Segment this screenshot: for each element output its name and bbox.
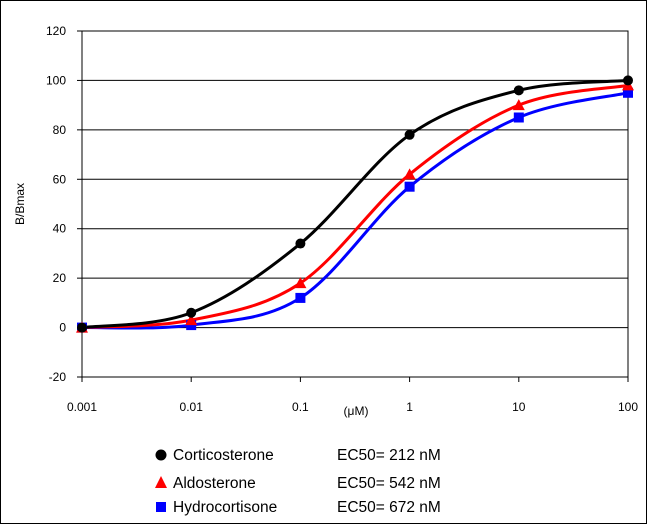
series-line: [81, 91, 629, 330]
y-tick-label: 0: [59, 321, 66, 335]
legend-marker: [155, 476, 167, 488]
data-point: [623, 87, 633, 98]
legend-marker: [156, 502, 166, 512]
legend-label: Hydrocortisone: [173, 499, 277, 516]
data-point: [295, 292, 306, 303]
y-tick-label: -20: [49, 370, 67, 384]
data-point: [403, 168, 416, 180]
legend-ec50: EC50= 542 nM: [337, 475, 441, 492]
x-tick-label: 0.1: [292, 400, 309, 414]
x-tick-label: 100: [618, 400, 638, 414]
y-tick-label: 40: [53, 222, 67, 236]
legend-label: Aldosterone: [173, 475, 256, 492]
legend-ec50: EC50= 672 nM: [337, 499, 441, 516]
data-point: [513, 85, 524, 96]
x-tick-label: 0.001: [67, 400, 97, 414]
data-point: [295, 238, 306, 249]
y-tick-label: 100: [46, 73, 66, 87]
data-point: [294, 277, 307, 289]
series-line: [81, 83, 629, 330]
legend-ec50: EC50= 212 nM: [337, 447, 441, 464]
data-point: [512, 99, 525, 111]
legend-marker: [155, 449, 167, 461]
y-tick-label: 120: [46, 24, 66, 38]
x-axis-title: (μM): [344, 404, 369, 418]
series-line: [81, 78, 629, 330]
y-tick-label: 20: [53, 271, 67, 285]
data-point: [623, 75, 633, 86]
x-tick-label: 0.01: [180, 400, 204, 414]
x-tick-label: 1: [406, 400, 413, 414]
y-axis-title: B/Bmax: [13, 183, 27, 225]
data-point: [513, 112, 524, 123]
y-tick-label: 60: [53, 172, 67, 186]
data-point: [186, 307, 197, 318]
data-point: [404, 129, 415, 140]
data-point: [404, 181, 415, 192]
x-tick-label: 10: [512, 400, 526, 414]
y-tick-label: 80: [53, 123, 67, 137]
data-point: [77, 322, 87, 333]
data-point: [185, 314, 198, 326]
legend-label: Corticosterone: [173, 447, 274, 464]
